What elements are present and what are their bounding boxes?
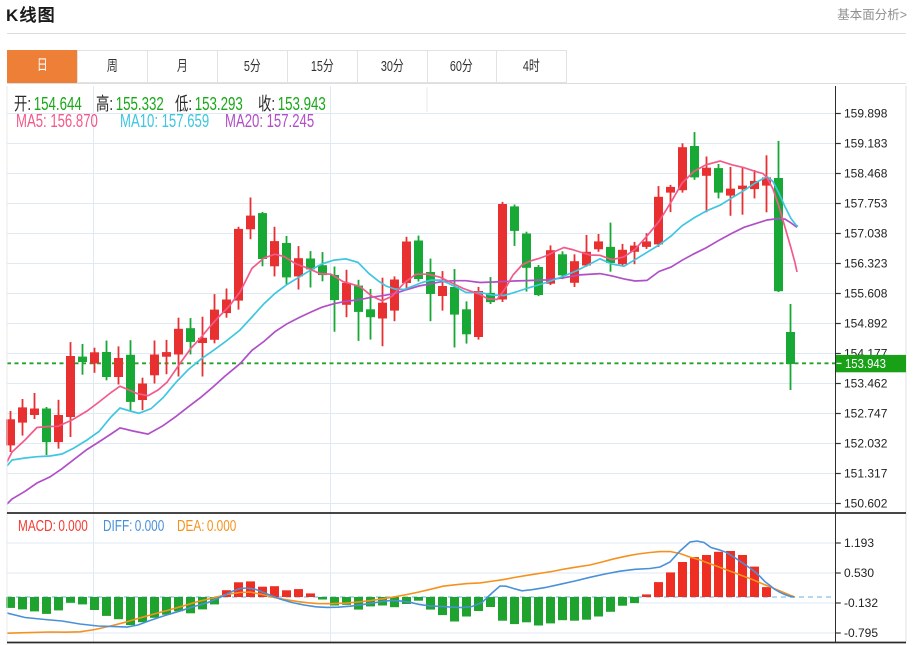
- svg-text:157.038: 157.038: [844, 227, 888, 241]
- svg-text:159.183: 159.183: [844, 137, 888, 151]
- svg-text:152.747: 152.747: [844, 407, 888, 421]
- svg-text:154.892: 154.892: [844, 317, 888, 331]
- svg-text:158.468: 158.468: [844, 167, 888, 181]
- svg-text:150.602: 150.602: [844, 497, 888, 511]
- svg-text:156.323: 156.323: [844, 257, 888, 271]
- svg-text:153.943: 153.943: [845, 357, 886, 371]
- svg-text:-0.132: -0.132: [844, 596, 878, 610]
- svg-text:-0.795: -0.795: [844, 626, 878, 640]
- svg-text:1.193: 1.193: [844, 536, 874, 550]
- svg-text:151.317: 151.317: [844, 467, 888, 481]
- svg-text:152.032: 152.032: [844, 437, 888, 451]
- svg-text:153.462: 153.462: [844, 377, 888, 391]
- svg-text:155.608: 155.608: [844, 287, 888, 301]
- svg-text:159.898: 159.898: [844, 107, 888, 121]
- svg-text:157.753: 157.753: [844, 197, 888, 211]
- svg-text:0.530: 0.530: [844, 566, 874, 580]
